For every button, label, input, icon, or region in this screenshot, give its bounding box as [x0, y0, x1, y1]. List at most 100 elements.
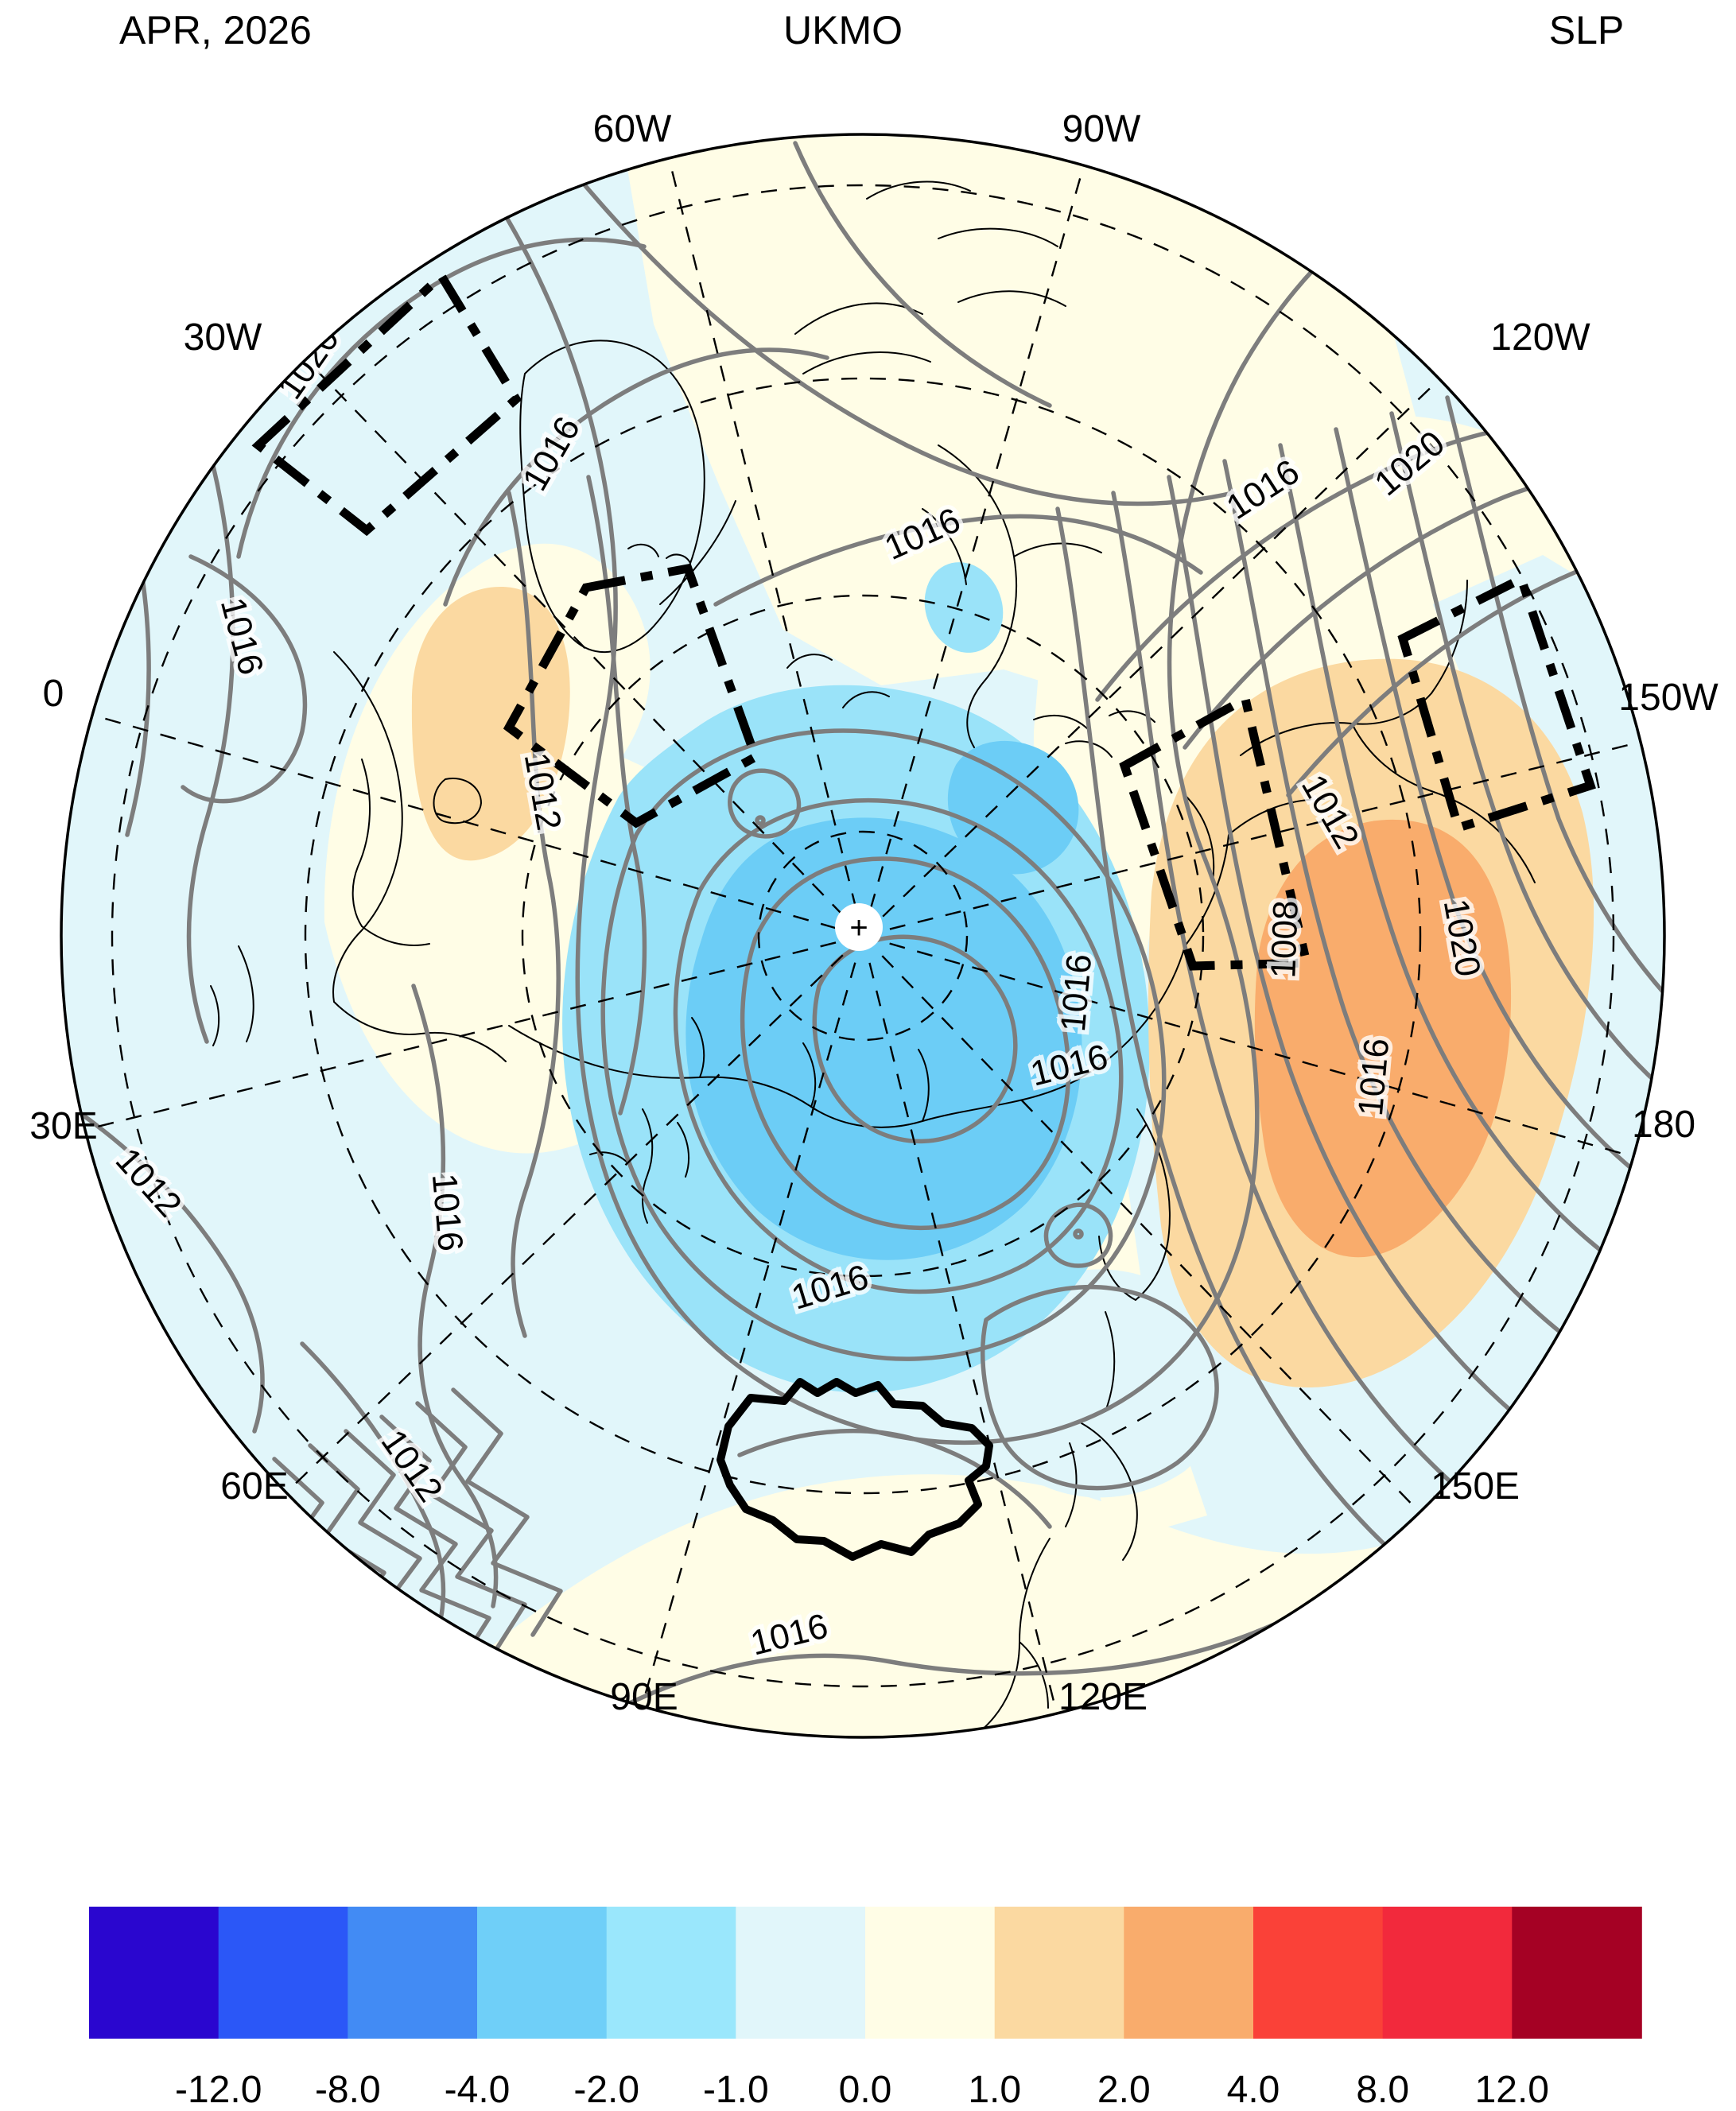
coastlines [210, 180, 1536, 1737]
colorbar-tick-label: 0.0 [839, 2069, 892, 2111]
colorbar-segment [994, 1907, 1125, 2039]
longitude-label: 180 [1632, 1104, 1695, 1146]
coastline [627, 543, 691, 564]
contour-line [1509, 340, 1589, 479]
contour-line [600, 728, 1167, 1361]
longitude-label: 30E [29, 1105, 97, 1147]
contour-line [740, 856, 1071, 1230]
contour-line [1222, 459, 1625, 1378]
colorbar-segment [606, 1907, 737, 2039]
study-region-boxes [251, 269, 1596, 971]
meridian-line [889, 742, 1637, 930]
contour-line [1043, 1202, 1113, 1268]
contour-line [728, 768, 802, 839]
contour-line [1111, 491, 1553, 1561]
colorbar-segment [477, 1907, 608, 2039]
colorbar-segment [348, 1907, 478, 2039]
colorbar-segment [89, 1907, 219, 2039]
coastline [922, 444, 1102, 748]
latitude-circle [521, 594, 1205, 1278]
contour-line [473, 166, 1356, 1445]
colorbar-tick-label: 2.0 [1097, 2069, 1151, 2111]
colorbar-segment [1124, 1907, 1254, 2039]
coastline [659, 500, 890, 708]
study-region-box-3 [1119, 692, 1312, 971]
title-date: APR, 2026 [119, 8, 312, 52]
colorbar-segment [1253, 1907, 1384, 2039]
meridian-line [309, 362, 845, 917]
contour-dot [1073, 1228, 1084, 1240]
pole-marker: + [835, 903, 883, 951]
shade-blue-patch-ne [924, 562, 1004, 653]
shade-cream-north-pacific [1031, 414, 1635, 1543]
longitude-label: 90E [610, 1676, 678, 1718]
latitude-circle [757, 830, 969, 1042]
longitude-label: 150E [1431, 1465, 1520, 1508]
contour-line [181, 554, 308, 804]
longitude-labels: 90W 120W 150W 180 150E 120E 90E 60E 30E 0 30W 60W [29, 108, 1719, 1718]
colorbar-segment [1512, 1907, 1642, 2039]
coastline [939, 1538, 1051, 1737]
contour-line [507, 491, 561, 1338]
meridian-line [868, 962, 1057, 1709]
contour-line [713, 514, 1203, 607]
meridian-line [89, 941, 837, 1130]
shade-deep-blue-lobe [947, 740, 1079, 875]
coastline [519, 340, 705, 653]
meridian-line [642, 962, 856, 1702]
colorbar-tick-label: -4.0 [445, 2069, 511, 2111]
colorbar-tick-label: -1.0 [703, 2069, 769, 2111]
contour-line [554, 1735, 1291, 1737]
pole-marker-disc [835, 903, 883, 951]
latitude-circle [304, 377, 1422, 1495]
coastline [351, 759, 371, 927]
contour-line [554, 149, 1235, 506]
longitude-label: 60W [593, 108, 672, 150]
contour-line [1334, 427, 1664, 1211]
colorbar-tick-label: -12.0 [175, 2069, 262, 2111]
study-region-box-1 [251, 269, 522, 537]
longitude-label: 120E [1058, 1676, 1148, 1718]
contour-line [737, 1428, 1052, 1529]
meridian-line [889, 942, 1629, 1157]
coastline [691, 1017, 930, 1122]
study-region-box-2 [503, 563, 761, 828]
colorbar-tick-label: -8.0 [315, 2069, 381, 2111]
latitude-circle [111, 184, 1615, 1688]
coastline [210, 945, 254, 1046]
contour-line [793, 141, 1052, 408]
contour-line [981, 1284, 1219, 1491]
contour-line [415, 1401, 527, 1651]
title-model: UKMO [783, 8, 903, 52]
shade-deep-blue-core [685, 817, 1082, 1260]
title-variable: SLP [1549, 8, 1625, 52]
contour-label: 1016 [1054, 953, 1099, 1034]
meridian-line [289, 954, 844, 1490]
contour-line [61, 1079, 265, 1434]
contour-label: 1016 [1351, 1037, 1396, 1118]
contour-line [451, 1387, 563, 1637]
colorbar-segment [865, 1907, 996, 2039]
coastline [332, 651, 403, 1003]
longitude-label: 120W [1490, 316, 1590, 359]
pole-marker-cross: + [849, 910, 868, 945]
coastline [333, 926, 507, 1062]
contour-line [186, 411, 235, 1044]
contour-line [1445, 395, 1664, 1068]
contour-line [1167, 475, 1593, 1473]
meridian-line [869, 169, 1084, 910]
coastline [794, 180, 1066, 374]
colorbar-tick-label: -2.0 [573, 2069, 639, 2111]
colorbar-tick-label: 1.0 [968, 2069, 1021, 2111]
contour-line [443, 347, 829, 607]
contour-line [1389, 411, 1664, 1131]
contour-label: 1008 [1264, 900, 1305, 980]
meridian-line [882, 382, 1437, 918]
meridian-line [669, 162, 857, 910]
contour-dot [755, 815, 766, 826]
contour-line [1055, 506, 1513, 1640]
